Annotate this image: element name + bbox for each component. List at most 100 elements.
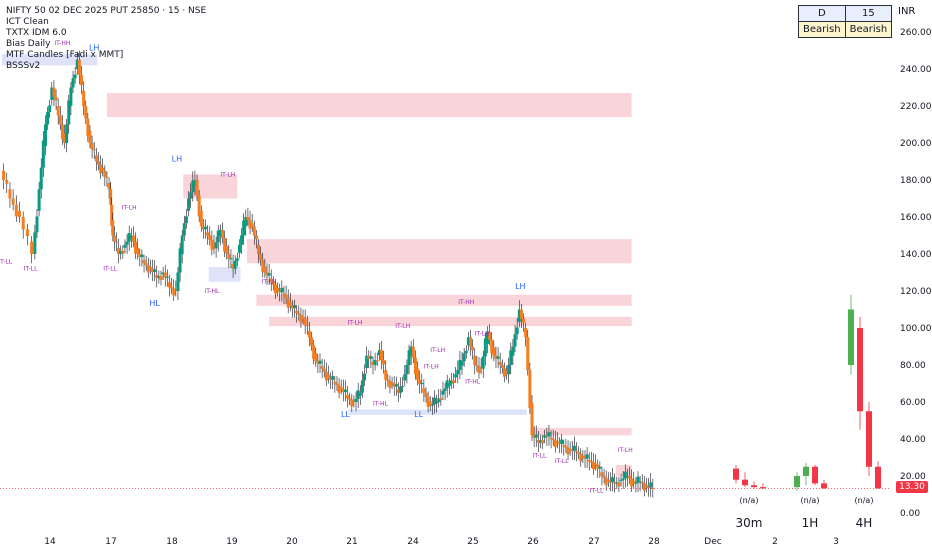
candle-body	[193, 180, 197, 187]
bias-value-d: Bearish	[798, 21, 846, 38]
candle-body	[547, 432, 551, 437]
mtf-candle-body	[733, 468, 739, 480]
candle-body	[206, 232, 210, 236]
symbol-line: NIFTY 50 02 DEC 2025 PUT 25850 · 15 · NS…	[6, 6, 207, 16]
candle-body	[331, 376, 335, 380]
bias-header-15: 15	[844, 5, 893, 22]
candle-body	[71, 78, 75, 88]
demand-zone	[2, 54, 98, 66]
candle-body	[367, 355, 371, 359]
candle-body	[500, 365, 504, 369]
candle-body	[422, 388, 426, 393]
candle-body	[591, 462, 595, 470]
candle-body	[481, 356, 485, 369]
candle-body	[485, 331, 489, 345]
candle-body	[513, 334, 517, 347]
candle-body	[530, 402, 534, 436]
candle-body	[312, 345, 316, 359]
candle-body	[303, 318, 307, 325]
candle-body	[583, 457, 587, 459]
x-tick-label: 26	[527, 537, 539, 547]
mtf-candle-body	[760, 487, 766, 489]
candle-body	[371, 361, 375, 365]
indicator-txtx-idm[interactable]: TXTX IDM 6.0	[6, 28, 67, 38]
candle-body	[348, 398, 352, 400]
demand-zone	[348, 409, 527, 415]
candle-body	[628, 476, 632, 479]
candle-body	[157, 276, 161, 279]
candle-body	[233, 260, 237, 269]
candle-body	[634, 482, 638, 484]
candle-body	[307, 331, 311, 338]
currency-label[interactable]: INR	[898, 6, 916, 17]
candle-body	[562, 445, 566, 447]
candle-body	[161, 272, 165, 275]
mtf-candle-body	[866, 411, 872, 467]
candle-body	[305, 324, 309, 326]
indicator-bias-daily[interactable]: Bias Daily	[6, 39, 51, 49]
internal-structure-label: IT-LL	[24, 266, 38, 273]
candle-body	[257, 244, 261, 254]
internal-structure-label: IT-LL	[533, 453, 547, 460]
candle-body	[343, 389, 347, 393]
candle-body	[96, 161, 100, 165]
candle-body	[199, 210, 203, 227]
candle-body	[428, 401, 432, 406]
candle-body	[488, 331, 492, 340]
candle-body	[140, 254, 144, 258]
candle-body	[204, 226, 208, 230]
bias-table: D 15 Bearish Bearish	[798, 5, 893, 38]
candle-body	[208, 235, 212, 240]
candle-body	[553, 440, 557, 448]
candle-body	[613, 482, 617, 484]
candle-body	[250, 223, 254, 227]
candle-body	[58, 115, 62, 125]
candle-body	[63, 133, 67, 143]
candle-body	[373, 360, 377, 365]
candle-body	[515, 327, 519, 335]
candle-body	[227, 254, 231, 259]
x-tick-label: 28	[648, 537, 660, 547]
candle-body	[84, 106, 88, 119]
y-tick-label: 120.00	[900, 287, 932, 297]
candle-body	[430, 404, 434, 406]
candle-body	[611, 477, 615, 483]
candle-body	[25, 229, 29, 237]
indicator-ict-clean[interactable]: ICT Clean	[6, 17, 49, 27]
candle-body	[594, 463, 598, 465]
candle-body	[244, 217, 248, 227]
candle-body	[651, 487, 655, 489]
candle-body	[127, 233, 131, 242]
candle-body	[507, 365, 511, 375]
mtf-value-label: (n/a)	[740, 496, 759, 505]
candle-body	[498, 361, 502, 365]
candle-body	[41, 140, 45, 168]
indicator-mtf-candles[interactable]: MTF Candles [Fadi x MMT]	[6, 50, 124, 60]
bias-value-15: Bearish	[844, 21, 893, 38]
candle-body	[452, 380, 456, 383]
candle-body	[560, 439, 564, 444]
internal-structure-label: IT-LL	[0, 258, 13, 265]
candle-body	[114, 241, 118, 243]
bias-header-d: D	[798, 5, 846, 22]
supply-zone	[615, 464, 632, 476]
candle-body	[375, 360, 379, 362]
candle-body	[112, 235, 116, 242]
candle-body	[377, 350, 381, 356]
candle-body	[254, 235, 258, 240]
candle-body	[475, 365, 479, 367]
candle-body	[129, 235, 133, 239]
candle-body	[538, 440, 542, 443]
candle-body	[356, 390, 360, 399]
internal-structure-label: IT-LH	[475, 330, 490, 337]
candle-body	[477, 366, 481, 374]
candle-body	[318, 360, 322, 364]
candle-body	[75, 59, 79, 69]
demand-zone	[208, 266, 241, 282]
indicator-bsssv2[interactable]: BSSSv2	[6, 61, 41, 71]
candle-body	[163, 272, 167, 278]
candle-body	[103, 170, 107, 177]
candle-body	[519, 309, 523, 319]
candle-body	[191, 180, 195, 193]
